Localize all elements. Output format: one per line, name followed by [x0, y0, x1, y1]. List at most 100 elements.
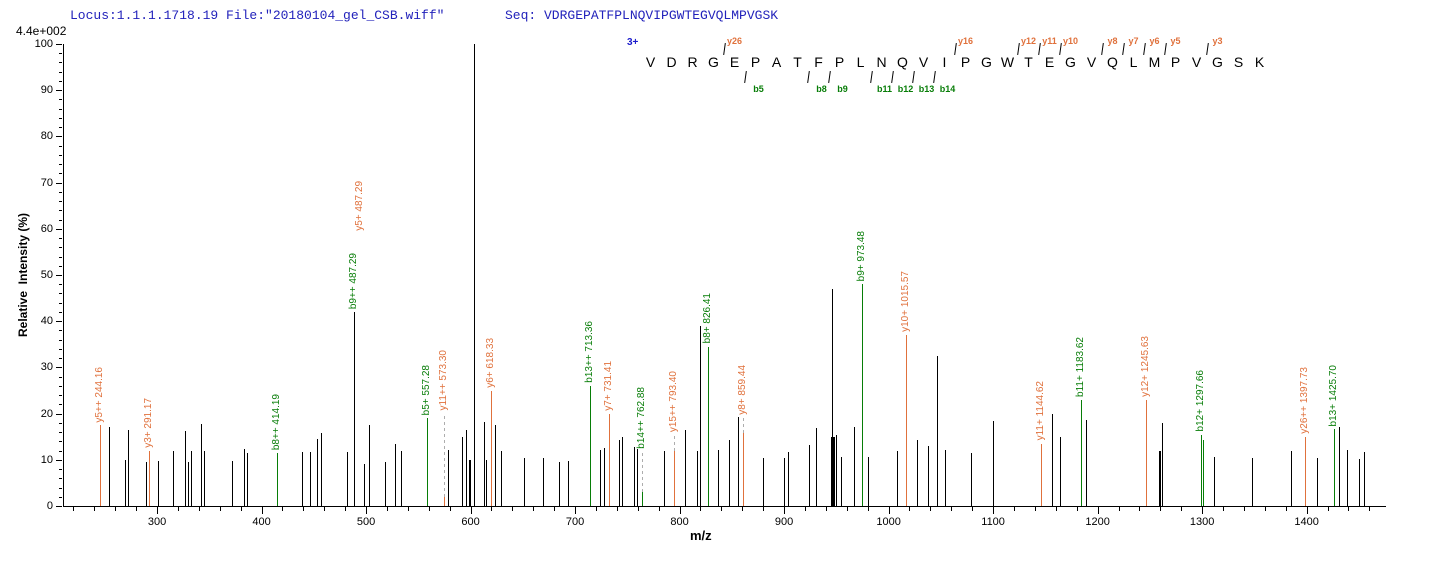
peak-dash-connector	[641, 451, 643, 493]
peak	[1161, 423, 1163, 506]
peak	[395, 443, 397, 506]
peak	[185, 430, 187, 506]
peak	[816, 428, 818, 506]
x-axis-minor-tick	[1160, 507, 1162, 511]
y-axis-minor-tick	[59, 395, 62, 397]
peak	[684, 429, 686, 506]
x-axis-minor-tick	[1264, 507, 1266, 511]
y-axis-tick-label: 20	[40, 407, 53, 420]
peak	[124, 459, 126, 506]
peak	[928, 445, 930, 506]
peak-dash-connector	[742, 418, 744, 434]
y-axis-minor-tick	[59, 247, 62, 249]
sequence-residue: V	[1086, 54, 1097, 70]
y-axis-minor-tick	[59, 385, 62, 387]
x-axis-minor-tick	[658, 507, 660, 511]
peak-ion-label: b9++ 487.29	[347, 252, 359, 309]
peak-dash-connector	[673, 434, 675, 451]
x-axis-major-tick	[366, 507, 368, 514]
x-axis-minor-tick	[1369, 507, 1371, 511]
x-axis-minor-tick	[595, 507, 597, 511]
x-axis-minor-tick	[867, 507, 869, 511]
sequence-residue: G	[708, 54, 719, 70]
peak	[622, 436, 624, 506]
b-ion-tick	[933, 70, 936, 84]
x-axis-major-tick	[575, 507, 577, 514]
x-axis-major-tick	[888, 507, 890, 514]
y-axis-minor-tick	[59, 330, 62, 332]
peak	[309, 451, 311, 506]
y-axis-tick-label: 10	[40, 453, 53, 466]
peak-ion-label: y10+ 1015.57	[899, 271, 911, 333]
y-axis-minor-tick	[59, 256, 62, 258]
peak	[1052, 413, 1054, 506]
sequence-residue: G	[981, 54, 992, 70]
peak	[641, 492, 643, 506]
sequence-residue: E	[729, 54, 740, 70]
sequence-info: Seq: VDRGEPATFPLNQVIPGWTEGVQLMPVGSK	[505, 8, 779, 23]
peak	[99, 425, 101, 506]
x-axis-minor-tick	[825, 507, 827, 511]
b-ion-tick	[807, 70, 810, 84]
peak-ion-label: b11+ 1183.62	[1075, 336, 1087, 397]
x-axis-minor-tick	[1181, 507, 1183, 511]
locus-file-info: Locus:1.1.1.1718.19 File:"20180104_gel_C…	[70, 8, 445, 23]
y-axis-tick-label: 100	[34, 38, 53, 50]
peak	[944, 450, 946, 506]
peak	[742, 433, 744, 506]
y-axis-minor-tick	[59, 238, 62, 240]
y-axis-major-tick	[56, 228, 62, 230]
b-ion-tick	[828, 70, 831, 84]
peak	[1159, 450, 1162, 506]
peak	[861, 284, 863, 506]
y-axis-minor-tick	[59, 154, 62, 156]
x-axis-tick-label: 1400	[1294, 516, 1319, 528]
peak	[1081, 399, 1083, 506]
x-axis-minor-tick	[491, 507, 493, 511]
y-axis-minor-tick	[59, 376, 62, 378]
peak	[1305, 436, 1307, 506]
peak	[232, 460, 234, 506]
x-axis-minor-tick	[1285, 507, 1287, 511]
x-axis-minor-tick	[115, 507, 117, 511]
b-ion-label: b5	[753, 84, 764, 94]
peak	[302, 451, 304, 506]
y-ion-label: y10	[1062, 36, 1079, 46]
peak	[158, 461, 160, 506]
x-axis-tick-label: 500	[356, 516, 376, 528]
peak	[971, 453, 973, 506]
peak-ion-label: y8+ 859.44	[736, 365, 748, 416]
b-ion-tick	[870, 70, 873, 84]
peak-ion-label: b14++ 762.88	[635, 387, 647, 449]
y-axis-tick-label: 50	[40, 269, 53, 281]
peak	[462, 436, 464, 506]
peak	[936, 355, 938, 506]
peak	[608, 413, 610, 506]
peak-ion-label: y11+ 1144.62	[1034, 381, 1046, 441]
x-axis-minor-tick	[407, 507, 409, 511]
y-axis-minor-tick	[59, 302, 62, 304]
sequence-residue: Q	[1107, 54, 1118, 70]
peak	[277, 452, 279, 506]
peak	[699, 325, 701, 506]
x-axis-major-tick	[157, 507, 159, 514]
peak	[1358, 459, 1360, 506]
peak	[108, 427, 110, 506]
x-axis-minor-tick	[804, 507, 806, 511]
y-axis-minor-tick	[59, 127, 62, 129]
x-axis-minor-tick	[386, 507, 388, 511]
peak	[1339, 426, 1341, 506]
peak	[841, 456, 842, 506]
sequence-residue: V	[645, 54, 656, 70]
peak	[832, 288, 834, 506]
spectrum-plot-area: y5++ 244.16 y3+ 291.17 b8++ 414.19 b9++ 487…	[63, 44, 1386, 507]
sequence-residue: W	[1000, 54, 1015, 70]
peak	[559, 461, 561, 506]
y-axis-tick-label: 40	[40, 315, 53, 328]
x-axis-minor-tick	[909, 507, 911, 511]
y-axis-minor-tick	[59, 358, 62, 360]
sequence-residue: N	[876, 54, 887, 70]
peak	[246, 452, 248, 506]
x-axis-minor-tick	[637, 507, 639, 511]
y-ion-label: y11	[1042, 36, 1057, 46]
